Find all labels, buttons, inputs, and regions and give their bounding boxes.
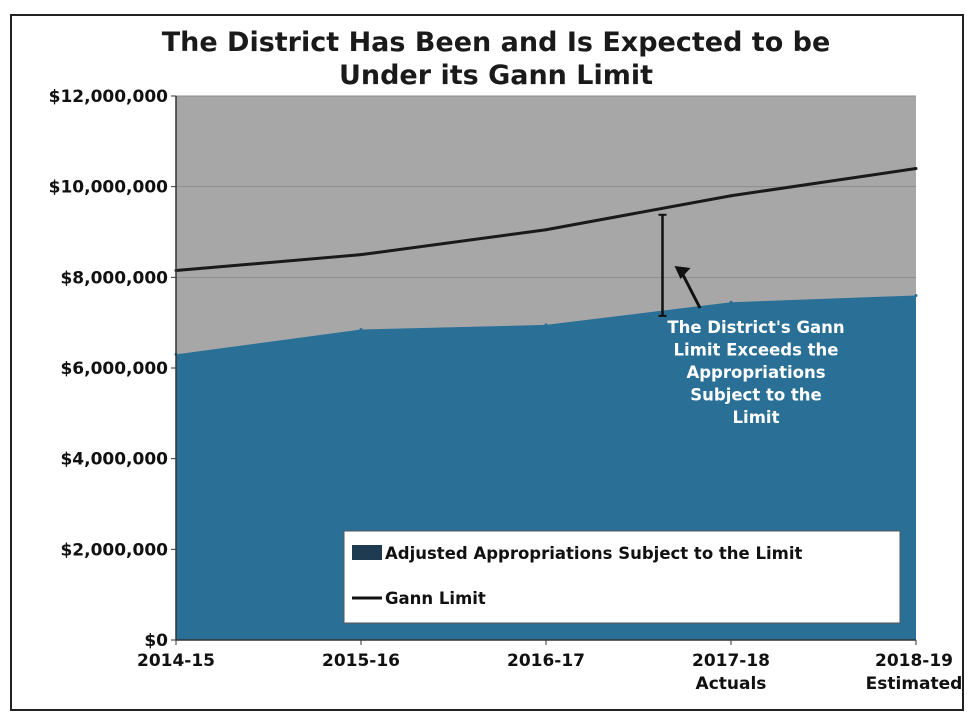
gann-limit-point-4 (914, 167, 918, 171)
x-tick-label-0: 2014-15 (137, 651, 215, 671)
chart-title-line-1: Under its Gann Limit (339, 60, 653, 91)
annotation-text-line-1: Limit Exceeds the (674, 341, 839, 360)
annotation-arrowhead (674, 266, 691, 279)
y-tick-label-4: $8,000,000 (60, 268, 168, 288)
legend-swatch-appropriations (352, 545, 382, 560)
y-tick-label-0: $0 (144, 631, 168, 651)
annotation-text-line-2: Appropriations (686, 363, 825, 382)
y-tick-label-3: $6,000,000 (60, 359, 168, 379)
gann-limit-point-2 (544, 228, 548, 232)
annotation-text-line-0: The District's Gann (667, 318, 844, 337)
annotation-arrow-shaft (679, 269, 702, 309)
y-tick-label-5: $10,000,000 (49, 178, 169, 198)
annotation-text-line-4: Limit (733, 408, 780, 427)
y-tick-label-2: $4,000,000 (60, 450, 168, 470)
chart-title-line-0: The District Has Been and Is Expected to… (162, 27, 831, 58)
y-tick-label-1: $2,000,000 (60, 540, 168, 560)
y-tick-label-6: $12,000,000 (49, 87, 169, 107)
annotation-text-line-3: Subject to the (690, 386, 822, 405)
x-tick-label-1: 2015-16 (322, 651, 400, 671)
legend-label-appropriations: Adjusted Appropriations Subject to the L… (385, 544, 802, 563)
x-tick-label-2: 2016-17 (507, 651, 585, 671)
x-tick-label-4: 2018-19 Estimated (866, 651, 963, 694)
appropriations-point-1 (359, 327, 363, 331)
appropriations-point-4 (914, 293, 918, 297)
legend-box (343, 530, 901, 624)
appropriations-point-3 (729, 300, 733, 304)
x-tick-label-3: 2017-18 Actuals (692, 651, 770, 694)
legend-label-gann-limit: Gann Limit (385, 589, 486, 608)
appropriations-point-2 (544, 323, 548, 327)
gann-limit-point-3 (729, 194, 733, 198)
gann-limit-point-1 (359, 253, 363, 257)
